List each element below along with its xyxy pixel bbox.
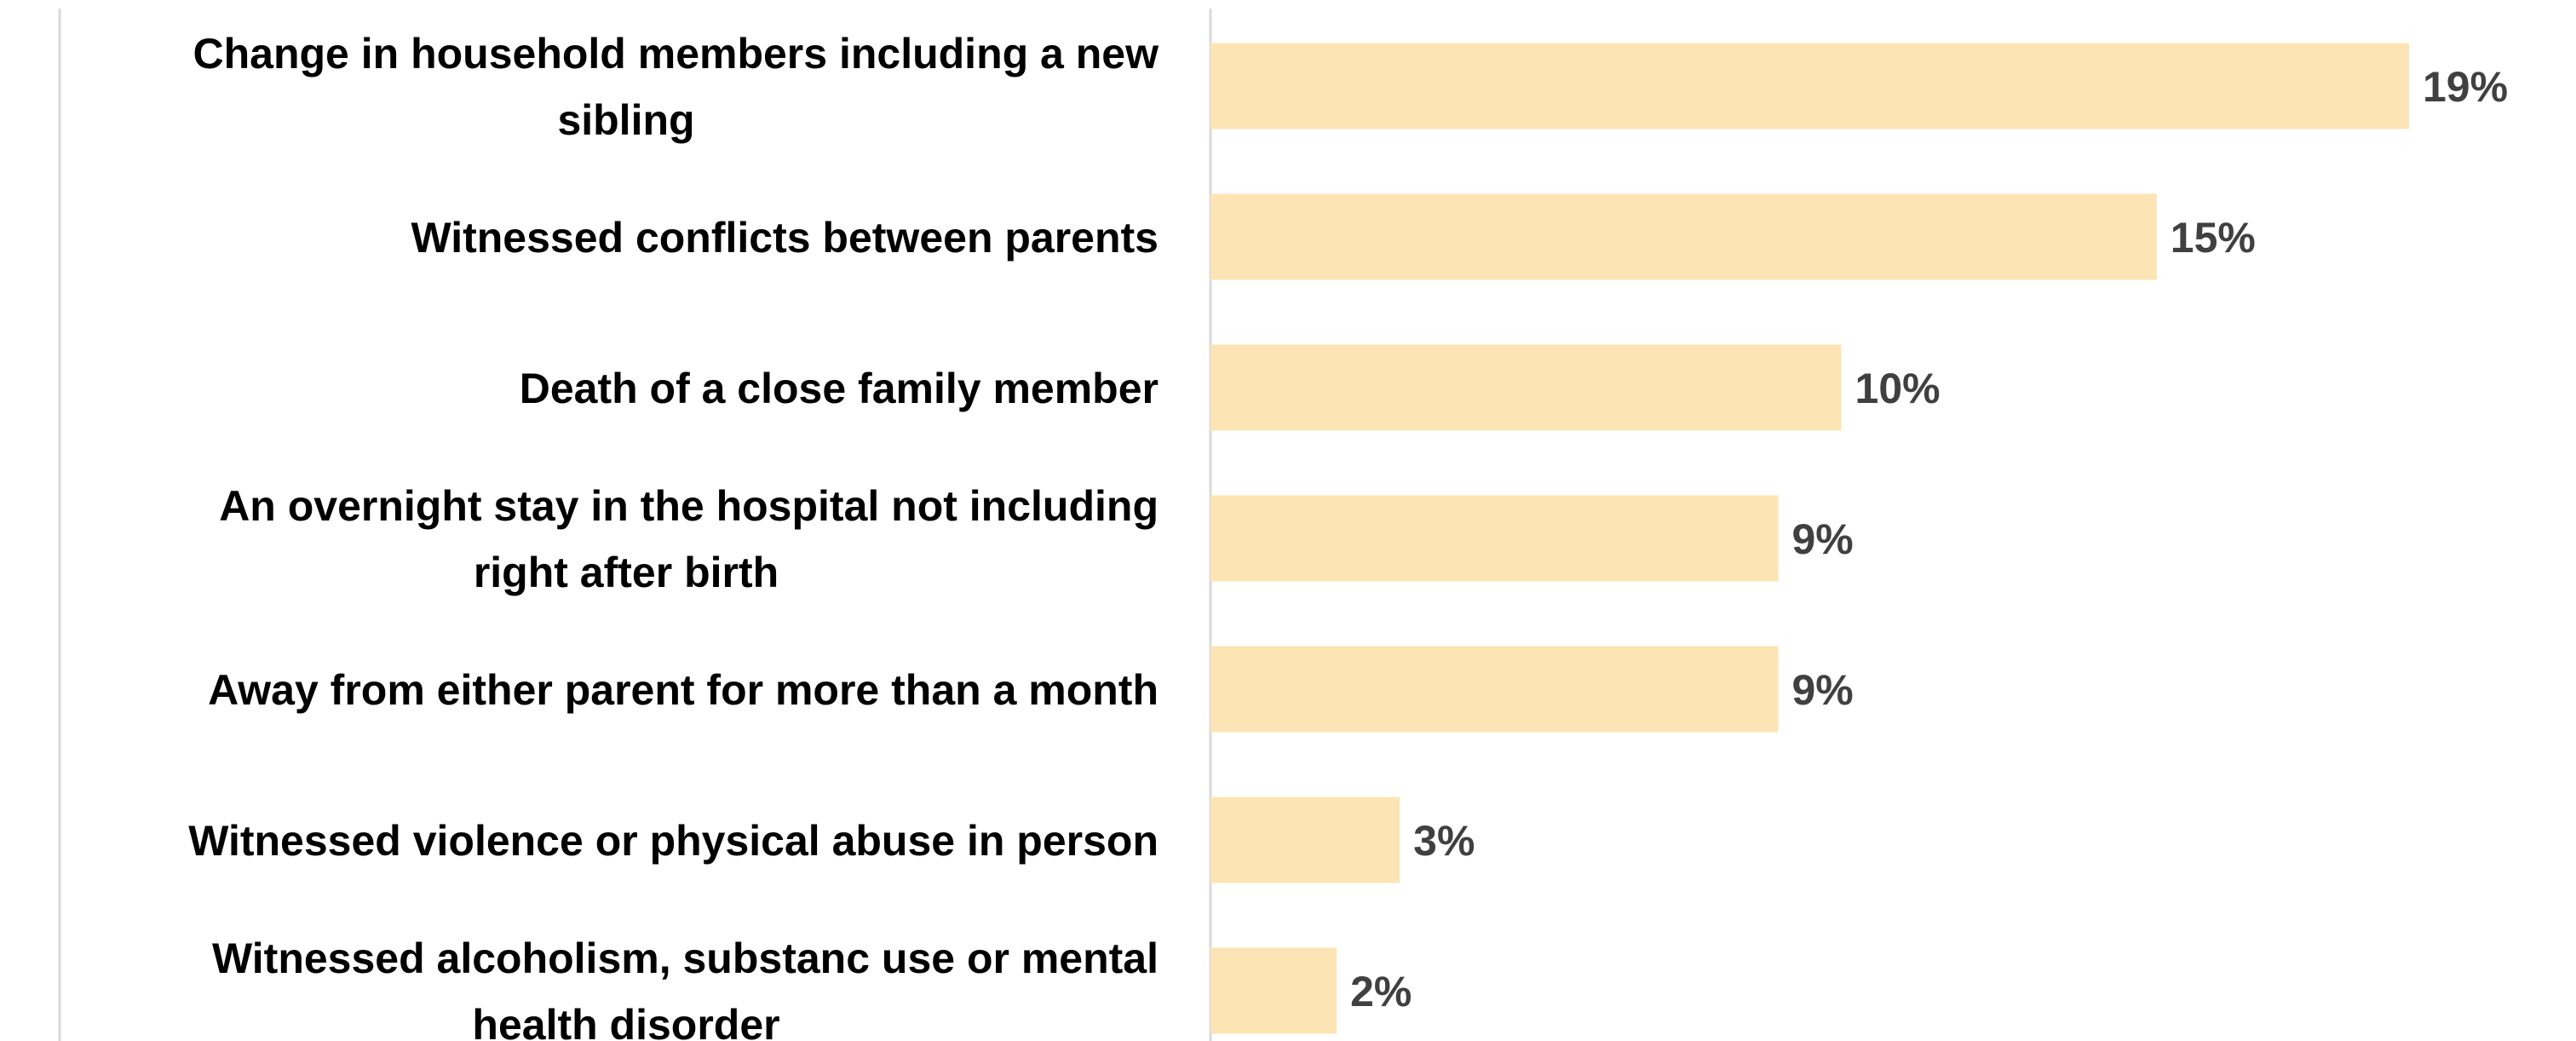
bar-7: [1210, 947, 1337, 1034]
category-label-4-line-1: An overnight stay in the hospital not in…: [219, 482, 1159, 530]
category-label-4: An overnight stay in the hospital not in…: [219, 482, 1159, 596]
bar-4: [1210, 495, 1779, 582]
category-label-3: Death of a close family member: [520, 365, 1159, 412]
category-label-1-line-2: sibling: [557, 96, 694, 144]
data-label-4: 9%: [1791, 515, 1853, 563]
bar-5: [1210, 646, 1779, 733]
category-label-6: Witnessed violence or physical abuse in …: [188, 817, 1159, 865]
category-label-7-line-1: Witnessed alcoholism, substanc use or me…: [212, 935, 1159, 982]
data-label-5: 9%: [1791, 666, 1853, 714]
bar-6: [1210, 797, 1400, 883]
data-label-6: 3%: [1413, 817, 1475, 865]
bar-3: [1210, 344, 1842, 431]
category-label-5: Away from either parent for more than a …: [208, 666, 1159, 714]
category-label-4-line-2: right after birth: [474, 549, 779, 596]
category-label-1-line-1: Change in household members including a …: [193, 30, 1159, 78]
category-label-2: Witnessed conflicts between parents: [411, 214, 1159, 262]
data-label-3: 10%: [1855, 365, 1941, 412]
bar-2: [1210, 193, 2157, 280]
category-label-7: Witnessed alcoholism, substanc use or me…: [212, 935, 1159, 1041]
data-label-2: 15%: [2171, 214, 2256, 262]
data-label-7: 2%: [1350, 968, 1412, 1015]
category-label-1: Change in household members including a …: [193, 30, 1159, 144]
data-label-1: 19%: [2423, 63, 2508, 111]
category-label-7-line-2: health disorder: [472, 1001, 779, 1041]
bar-1: [1210, 43, 2409, 129]
